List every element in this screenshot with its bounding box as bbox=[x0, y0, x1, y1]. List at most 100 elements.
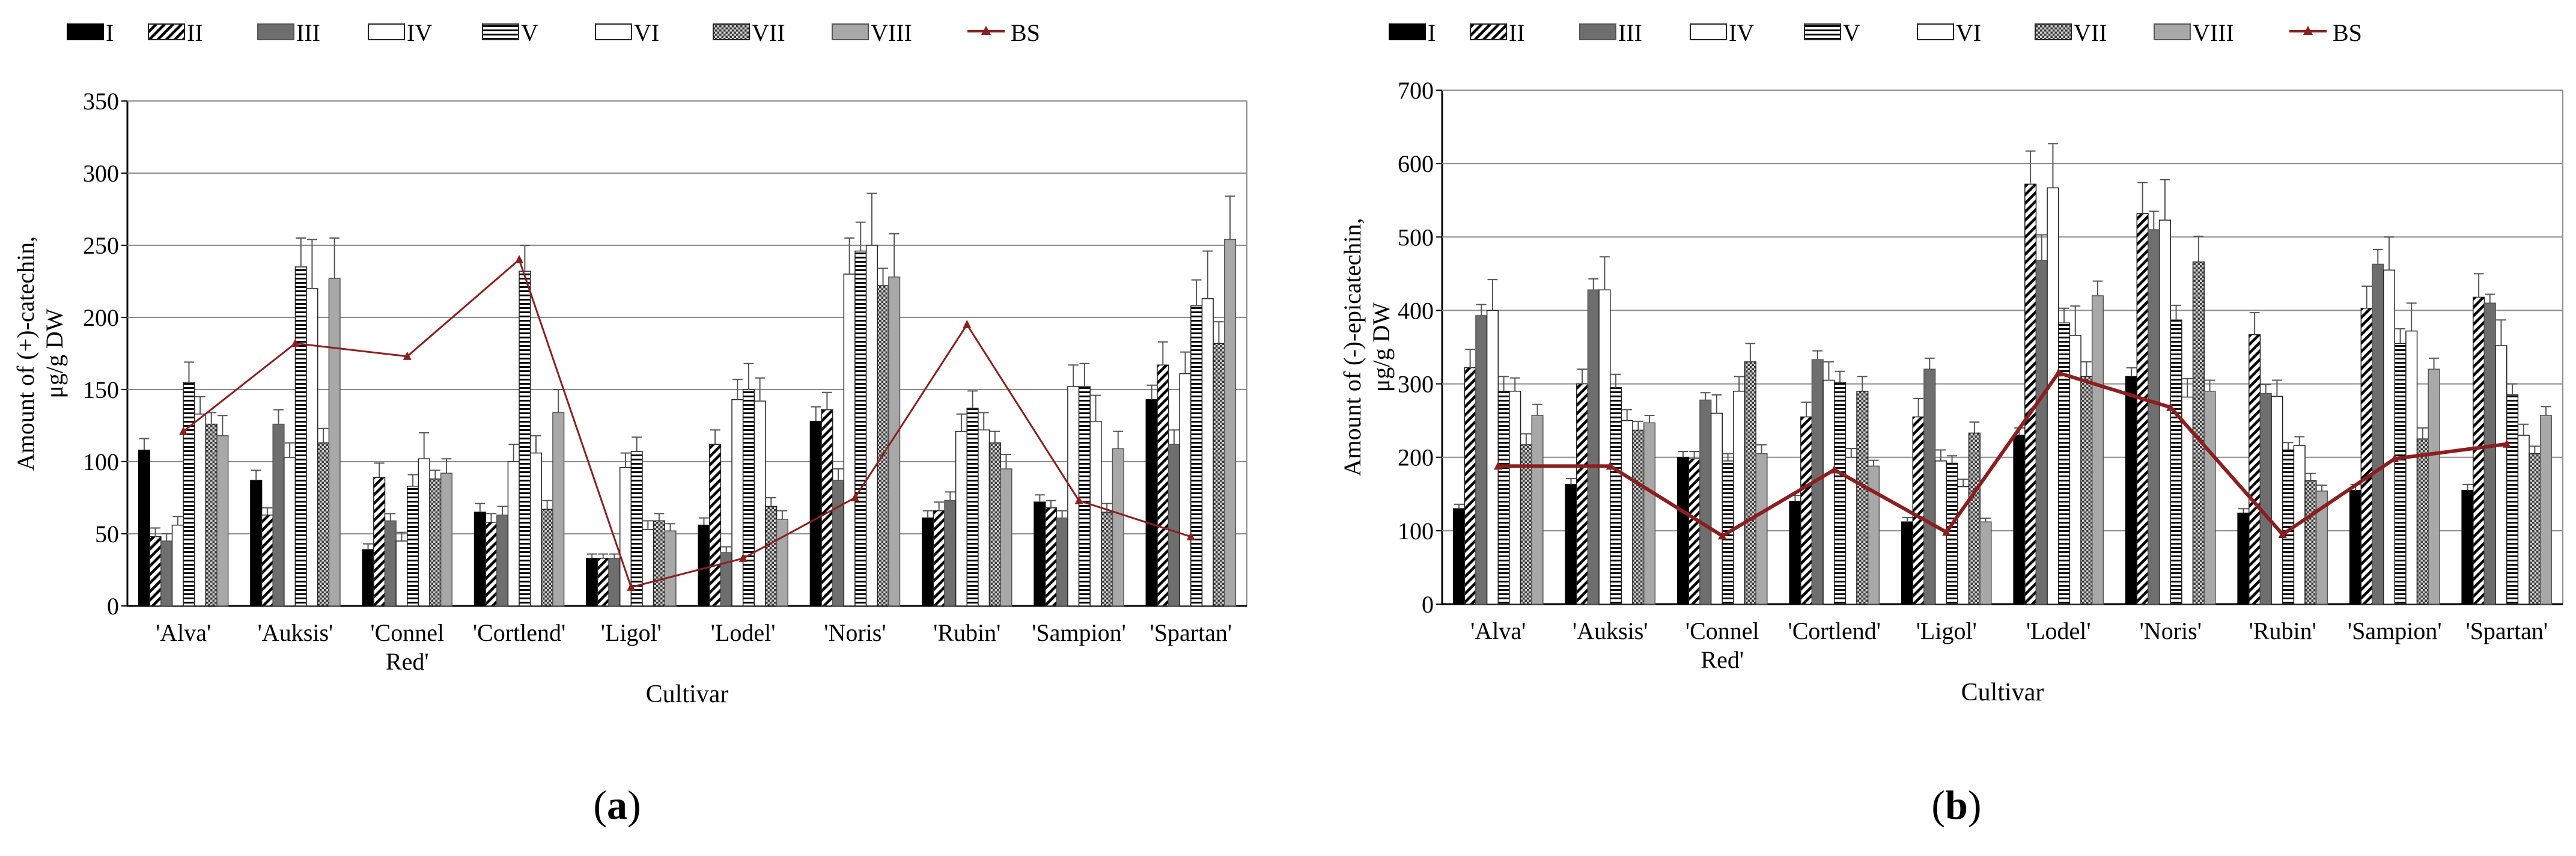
bar-I bbox=[698, 524, 710, 607]
bar-IV bbox=[2271, 396, 2283, 605]
bar-I bbox=[921, 517, 934, 607]
bar-I bbox=[473, 512, 486, 607]
bar-VIII bbox=[1531, 415, 1544, 605]
legend-swatch-VI bbox=[1917, 23, 1954, 40]
bar-VII bbox=[205, 423, 218, 607]
bar-II bbox=[1576, 383, 1589, 605]
legend-swatch-I bbox=[67, 23, 104, 40]
bar-VI bbox=[306, 288, 318, 607]
bar-VII bbox=[1744, 361, 1756, 605]
bar-V bbox=[1078, 386, 1091, 607]
bar-IV bbox=[1486, 310, 1499, 605]
legend-label-VIII: VIII bbox=[2193, 19, 2234, 46]
legend-swatch-IV bbox=[368, 23, 405, 40]
y-axis-title-cont: μg/g DW bbox=[41, 308, 68, 398]
bar-II bbox=[149, 536, 162, 607]
bar-VII bbox=[1520, 444, 1532, 605]
bar-VII bbox=[541, 509, 553, 607]
bar-V bbox=[742, 389, 755, 607]
legend-swatch-IV bbox=[1690, 23, 1727, 40]
point-BS bbox=[1942, 527, 1951, 536]
bar-VIII bbox=[2203, 391, 2216, 605]
x-tick-label: 'Alva' bbox=[1470, 617, 1526, 644]
bar-V bbox=[1497, 391, 1510, 605]
x-tick-label: 'Connel bbox=[1685, 617, 1759, 644]
bar-IV bbox=[284, 457, 296, 607]
y-tick-label: 100 bbox=[83, 448, 119, 475]
legend-a: I II III IV V VI VII VIII BS bbox=[67, 19, 1040, 46]
bar-I bbox=[1452, 508, 1466, 605]
bar-V bbox=[2170, 319, 2182, 605]
bar-II bbox=[1044, 507, 1058, 607]
legend-marker-BS bbox=[2303, 26, 2313, 35]
bar-IV bbox=[731, 399, 744, 607]
bar-VI bbox=[1733, 391, 1746, 605]
bar-II bbox=[1157, 364, 1169, 607]
bar-II bbox=[1464, 367, 1476, 605]
x-tick-label-cont: Red' bbox=[1701, 646, 1744, 673]
bar-IV bbox=[171, 524, 184, 607]
bar-V bbox=[2394, 343, 2407, 605]
bar-VII bbox=[653, 520, 665, 607]
x-axis-title: Cultivar bbox=[646, 680, 729, 708]
bar-V bbox=[2058, 322, 2071, 605]
bar-VIII bbox=[1643, 422, 1656, 605]
bar-I bbox=[250, 480, 263, 607]
legend-label-VIII: VIII bbox=[871, 19, 912, 46]
x-tick-label: 'Alva' bbox=[156, 619, 211, 646]
bar-IV bbox=[1710, 412, 1723, 605]
bar-I bbox=[2461, 489, 2474, 605]
x-tick-label: 'Lodel' bbox=[711, 619, 776, 646]
point-BS bbox=[1606, 461, 1615, 470]
legend-label-I: I bbox=[1428, 19, 1436, 46]
legend-swatch-VII bbox=[713, 23, 750, 40]
x-tick-label-cont: Red' bbox=[386, 648, 429, 675]
bar-IV bbox=[955, 430, 967, 607]
bar-V bbox=[2506, 394, 2519, 605]
x-tick-label: 'Lodel' bbox=[2026, 617, 2091, 644]
bar-V bbox=[1190, 305, 1203, 607]
bar-I bbox=[362, 549, 374, 607]
legend-label-II: II bbox=[1509, 19, 1525, 46]
point-BS bbox=[403, 351, 412, 360]
y-tick-label: 0 bbox=[1422, 591, 1434, 618]
bar-VII bbox=[1101, 512, 1113, 607]
bar-IV bbox=[2158, 219, 2172, 605]
y-tick-label: 250 bbox=[83, 232, 119, 259]
bar-VIII bbox=[888, 277, 901, 607]
bar-VII bbox=[1213, 343, 1225, 607]
y-tick-label: 200 bbox=[83, 304, 119, 331]
bar-VI bbox=[1201, 298, 1214, 607]
bar-V bbox=[294, 266, 307, 607]
legend-label-IV: IV bbox=[407, 19, 432, 46]
chart-a: 0 50 100 150 200 250 300 350 'Alva' 'Auksis' 'Conn… bbox=[12, 88, 1247, 708]
x-tick-label: 'Spartan' bbox=[2465, 617, 2548, 644]
bar-II bbox=[2473, 296, 2485, 605]
bar-VI bbox=[642, 529, 654, 607]
bar-III bbox=[1699, 399, 1712, 605]
bar-V bbox=[1834, 382, 1847, 605]
bar-VIII bbox=[216, 435, 229, 607]
y-tick-label: 300 bbox=[83, 160, 119, 187]
legend-swatch-V bbox=[482, 23, 519, 40]
bar-II bbox=[1688, 458, 1701, 605]
legend-swatch-VIII bbox=[832, 23, 869, 40]
y-tick-label: 100 bbox=[1398, 518, 1434, 545]
x-tick-label: 'Cortlend' bbox=[1788, 617, 1881, 644]
bar-VIII bbox=[328, 278, 341, 607]
y-axis-title: Amount of (+)-catechin, bbox=[12, 236, 39, 471]
bar-VII bbox=[1632, 429, 1645, 605]
bar-VI bbox=[1621, 420, 1633, 605]
point-BS bbox=[1074, 495, 1083, 504]
bar-II bbox=[261, 515, 273, 607]
bar-VI bbox=[1089, 421, 1102, 607]
bar-III bbox=[608, 558, 621, 607]
bar-I bbox=[2125, 376, 2138, 605]
bar-VI bbox=[754, 400, 766, 607]
legend-swatch-VI bbox=[595, 23, 632, 40]
bar-IV bbox=[1822, 379, 1835, 605]
bar-VIII bbox=[1000, 468, 1012, 607]
bar-III bbox=[384, 520, 397, 607]
bar-V bbox=[630, 451, 643, 607]
legend-label-VI: VI bbox=[634, 19, 659, 46]
